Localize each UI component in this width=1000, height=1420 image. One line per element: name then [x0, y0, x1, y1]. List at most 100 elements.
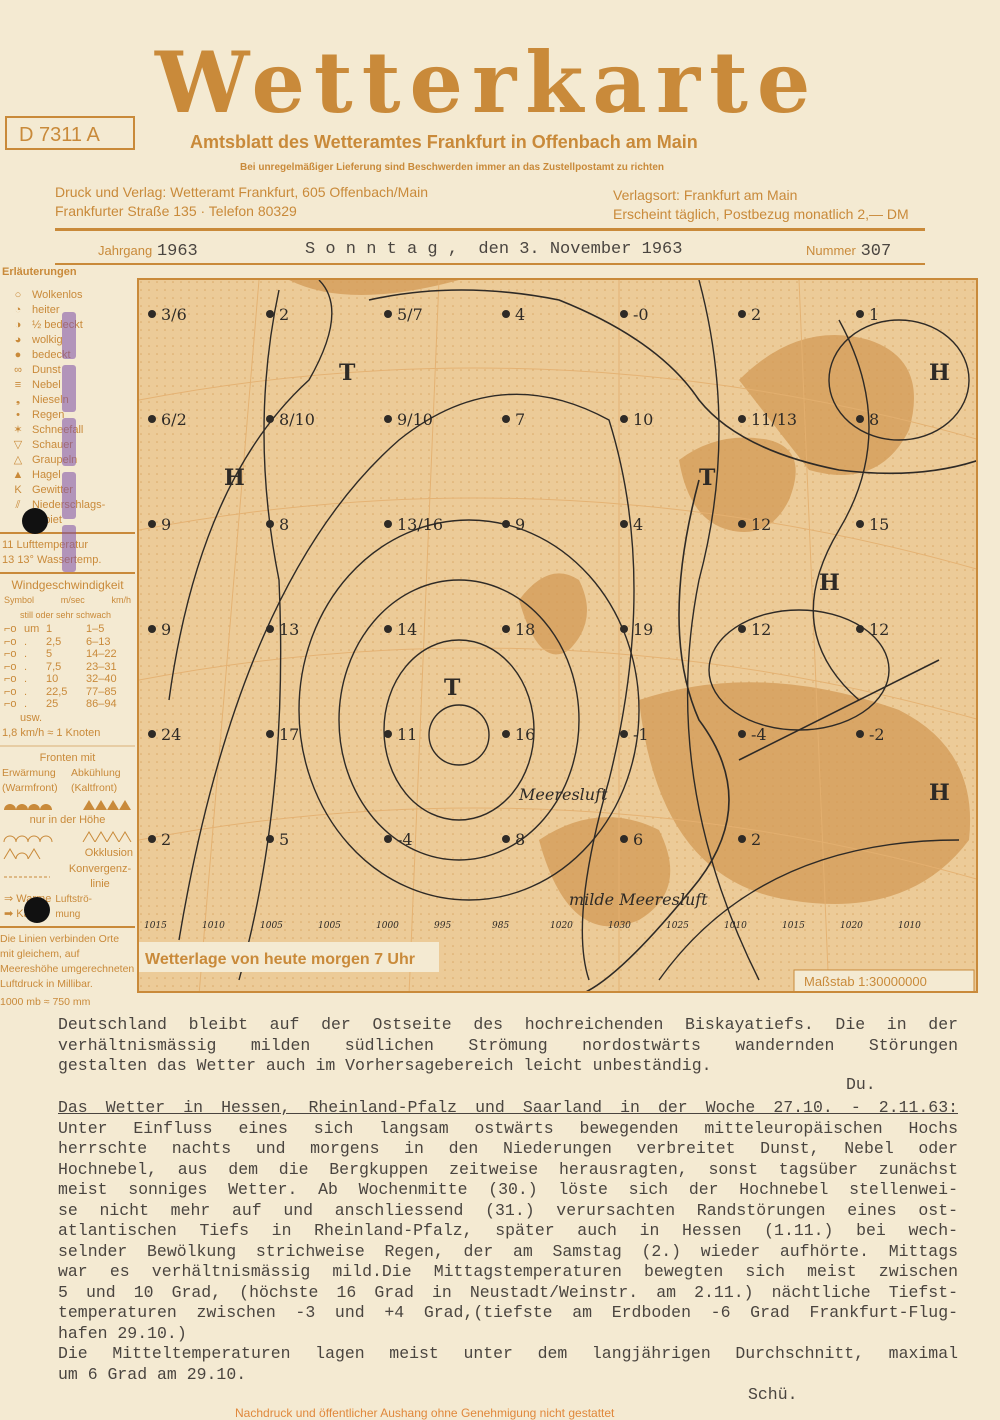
legend-item: • Regen — [0, 408, 135, 423]
review-lines: Unter Einfluss eines sich langsam ostwär… — [58, 1119, 958, 1386]
high-center-label: H — [224, 465, 245, 491]
delivery-notice: Bei unregelmäßiger Lieferung sind Beschw… — [240, 162, 664, 173]
station-temperature: 6 — [633, 830, 643, 849]
wind-ms: 2,5 — [46, 635, 62, 648]
legend-item-label: heiter — [32, 304, 60, 316]
station-marker — [738, 625, 746, 633]
occlusion-label: Okklusion — [84, 846, 133, 859]
weather-symbol-icon: ⫽ — [15, 499, 21, 511]
station-marker — [266, 310, 274, 318]
place-line-2: Erscheint täglich, Postbezug monatlich 2… — [613, 206, 909, 222]
divider — [0, 925, 135, 928]
isobar — [298, 519, 640, 901]
front-symbols-row — [0, 796, 135, 813]
station-marker — [502, 415, 510, 423]
review-line: se nicht mehr auf und anschliessend (31.… — [58, 1200, 958, 1220]
isobar — [383, 639, 535, 821]
review-line: Unter Einfluss eines sich langsam ostwär… — [58, 1118, 958, 1138]
wind-headers: Symbol m/sec km/h — [0, 593, 135, 608]
issue-date: S o n n t a g , den 3. November 1963 — [305, 240, 683, 259]
station-marker — [856, 625, 864, 633]
station-temperature: -1 — [633, 725, 649, 744]
wind-ms: 1 — [46, 623, 53, 635]
station-marker — [738, 415, 746, 423]
wind-cell: . — [24, 660, 28, 673]
isobar-label: 1020 — [840, 921, 863, 931]
wind-barb-icon: ⌐o — [4, 648, 17, 660]
station-temperature: 12 — [751, 620, 771, 639]
high-center-label: H — [929, 360, 950, 386]
isobar-label: 1030 — [608, 921, 631, 931]
isobar-label: 1025 — [666, 921, 689, 931]
publisher-line-1: Druck und Verlag: Wetteramt Frankfurt, 6… — [55, 184, 428, 200]
fronts-types: Erwärmung (Warmfront) Abkühlung (Kaltfro… — [0, 766, 135, 796]
station-marker — [620, 625, 628, 633]
wind-ms: 22,5 — [46, 685, 68, 698]
legend-item-label: Nieseln — [32, 394, 69, 406]
wind-row: ⌐o. 22,5 77–85 — [0, 686, 135, 699]
forecast-line: verhältnismässig milden südlichen Strömu… — [58, 1035, 958, 1055]
warm-front-aloft-icon — [3, 835, 53, 842]
isobar-label: 1015 — [144, 921, 167, 931]
station-temperature: 1 — [869, 305, 879, 324]
legend-item: ◔ heiter — [0, 303, 135, 318]
cold-front-label: Abkühlung (Kaltfront) — [71, 766, 121, 794]
review-line: hafen 29.10.) — [58, 1323, 187, 1343]
map-caption: Wetterlage von heute morgen 7 Uhr — [145, 951, 415, 968]
station-temperature: -0 — [633, 305, 649, 324]
landmass — [289, 280, 971, 927]
isobar-label: 1005 — [260, 921, 283, 931]
forecast-line: Deutschland bleibt auf der Ostseite des … — [58, 1015, 958, 1034]
station-temperature: 14 — [397, 620, 417, 639]
wind-kmh: 14–22 — [86, 648, 117, 660]
station-temperature: 15 — [869, 515, 889, 534]
weather-symbol-icon: K — [14, 484, 22, 496]
wind-cell: . — [24, 685, 28, 698]
legend-item: ∞ Dunst — [0, 363, 135, 378]
wind-ms: 7,5 — [46, 660, 62, 673]
review-line: Die Mitteltemperaturen lagen meist unter… — [58, 1344, 958, 1363]
legend-title: Erläuterungen — [2, 266, 77, 278]
station-marker — [148, 520, 156, 528]
isobar-label: 995 — [434, 921, 451, 931]
isobar — [686, 280, 760, 981]
station-temperature: 13/16 — [397, 515, 443, 534]
front-aloft-row — [0, 828, 135, 845]
station-temperature: 9/10 — [397, 410, 433, 429]
legend-water-temp: 13 13° Wassertemp. — [0, 553, 135, 568]
station-marker — [620, 730, 628, 738]
water-temp-label: 13° Wassertemp. — [17, 554, 102, 566]
low-center-label: T — [444, 675, 461, 701]
station-marker — [384, 310, 392, 318]
station-temperature: 18 — [515, 620, 535, 639]
isobar-label: 1005 — [318, 921, 341, 931]
weather-symbol-icon: ◑ — [14, 319, 22, 331]
station-temperature: -4 — [397, 830, 413, 849]
isobar — [178, 393, 635, 981]
place-info: Verlagsort: Frankfurt am Main Erscheint … — [613, 186, 909, 224]
scandinavia — [679, 437, 796, 532]
station-marker — [384, 625, 392, 633]
isobars — [168, 280, 970, 981]
isobar — [238, 289, 282, 981]
volume-value: 1963 — [156, 242, 198, 261]
weather-map-svg: T T H H H H T Meeresluft milde Meeresluf… — [139, 280, 976, 991]
legend-item: ❟ Nieseln — [0, 393, 135, 408]
wind-ms: 25 — [46, 698, 59, 710]
weather-symbol-icon: ∞ — [14, 364, 22, 376]
station-marker — [502, 835, 510, 843]
wind-header: Symbol — [4, 595, 35, 605]
cold-front-icon — [83, 800, 131, 810]
wind-ms: 5 — [46, 648, 53, 660]
isobar — [812, 319, 870, 701]
station-temperature: 19 — [633, 620, 653, 639]
isobar-label: 1000 — [376, 921, 399, 931]
station-marker — [738, 310, 746, 318]
review-line: herrschte nachts und morgens in den Nied… — [58, 1139, 958, 1158]
legend-item: ≡ Nebel — [0, 378, 135, 393]
station-marker — [384, 835, 392, 843]
isobar-label: 1010 — [202, 921, 225, 931]
review-signature: Schü. — [748, 1385, 798, 1404]
station-temperature: 8 — [279, 515, 289, 534]
publisher-info: Druck und Verlag: Wetteramt Frankfurt, 6… — [55, 183, 428, 221]
